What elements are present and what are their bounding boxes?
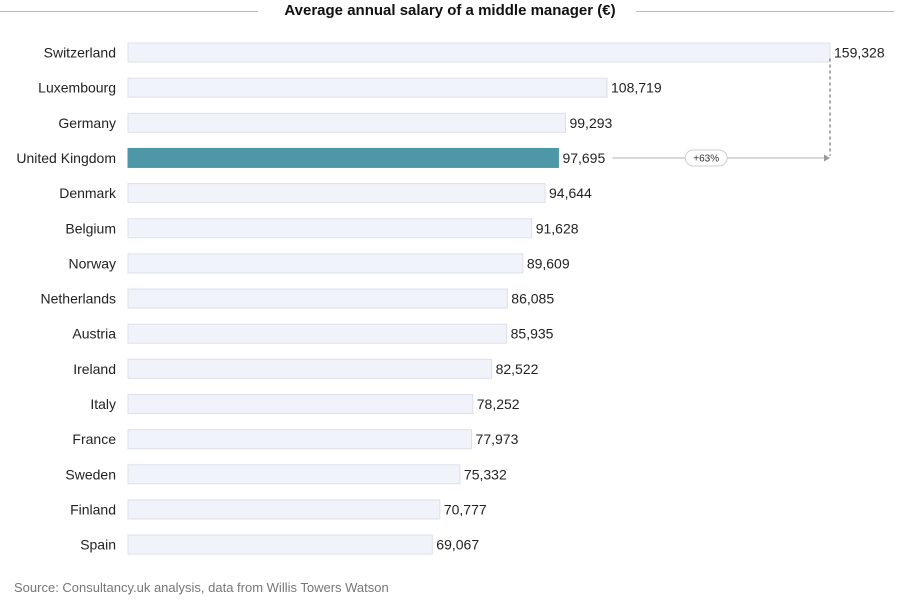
bar-france — [127, 429, 473, 450]
bar-netherlands — [127, 288, 508, 309]
category-label-norway: Norway — [69, 255, 116, 271]
category-label-germany: Germany — [58, 115, 116, 131]
bar-switzerland — [127, 42, 831, 63]
value-label-france: 77,973 — [476, 431, 519, 447]
category-label-finland: Finland — [70, 501, 116, 517]
value-label-sweden: 75,332 — [464, 466, 507, 482]
bar-germany — [127, 112, 566, 133]
category-label-denmark: Denmark — [59, 185, 117, 201]
bar-ireland — [127, 358, 493, 379]
value-label-belgium: 91,628 — [536, 220, 579, 236]
bar-denmark — [127, 183, 546, 204]
chart-title: Average annual salary of a middle manage… — [284, 2, 616, 19]
category-label-italy: Italy — [90, 396, 116, 412]
value-label-netherlands: 86,085 — [511, 291, 554, 307]
bar-chart: Switzerland 159,328 Luxembourg 108,719 Germa… — [16, 42, 885, 555]
bar-belgium — [127, 218, 533, 239]
bar-norway — [127, 253, 524, 274]
annotation-badge — [684, 149, 728, 167]
category-label-switzerland: Switzerland — [44, 45, 116, 61]
category-label-belgium: Belgium — [65, 220, 116, 236]
bar-sweden — [127, 464, 461, 485]
category-label-sweden: Sweden — [65, 466, 116, 482]
bar-united-kingdom — [127, 147, 559, 168]
bar-finland — [127, 499, 441, 520]
category-label-united-kingdom: United Kingdom — [16, 150, 116, 166]
category-label-france: France — [72, 431, 116, 447]
value-label-ireland: 82,522 — [496, 361, 539, 377]
title-rule-left — [0, 11, 258, 12]
bar-austria — [127, 323, 508, 344]
value-label-denmark: 94,644 — [549, 185, 592, 201]
title-bar: Average annual salary of a middle manage… — [0, 0, 900, 28]
category-label-austria: Austria — [72, 326, 116, 342]
value-label-switzerland: 159,328 — [834, 45, 885, 61]
value-label-austria: 85,935 — [511, 326, 554, 342]
category-label-spain: Spain — [80, 537, 116, 553]
bar-italy — [127, 394, 474, 414]
title-rule-right — [636, 11, 894, 12]
annotation-arrow-icon — [824, 154, 830, 162]
bar-spain — [127, 534, 433, 555]
bar-luxembourg — [127, 77, 608, 98]
category-label-netherlands: Netherlands — [41, 291, 117, 307]
category-label-luxembourg: Luxembourg — [38, 80, 116, 96]
category-label-ireland: Ireland — [73, 361, 116, 377]
value-label-luxembourg: 108,719 — [611, 80, 662, 96]
value-label-germany: 99,293 — [569, 115, 612, 131]
value-label-italy: 78,252 — [477, 396, 520, 412]
annotation-label: +63% — [693, 153, 719, 164]
value-label-spain: 69,067 — [436, 537, 479, 553]
value-label-united-kingdom: 97,695 — [562, 150, 605, 166]
value-label-norway: 89,609 — [527, 255, 570, 271]
value-label-finland: 70,777 — [444, 501, 487, 517]
source-note: Source: Consultancy.uk analysis, data fr… — [14, 580, 389, 595]
